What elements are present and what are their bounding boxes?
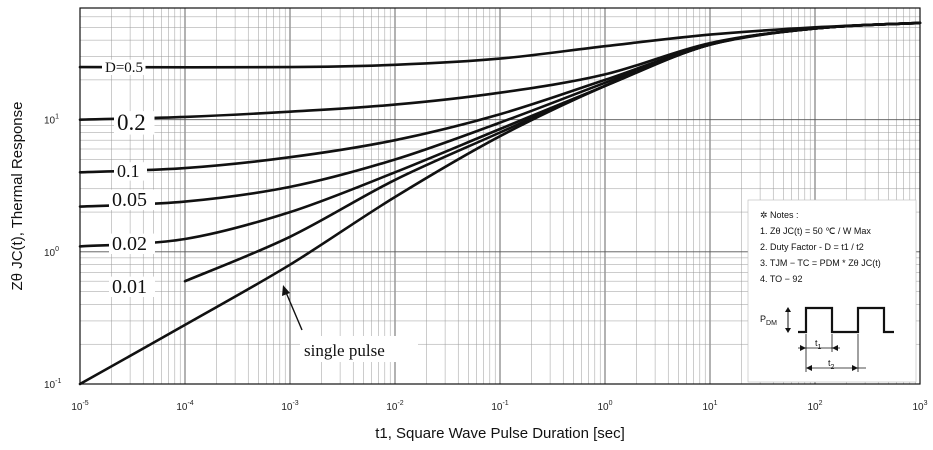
annotation-label-bg — [300, 336, 418, 362]
annotation-label: single pulse — [304, 341, 385, 360]
y-tick-label: 10-1 — [44, 378, 61, 391]
y-tick-labels: 10-1 100 101 — [44, 114, 61, 391]
series-label-bg — [109, 276, 155, 297]
series-line-6 — [78, 21, 922, 386]
x-tick-label: 10-2 — [386, 400, 403, 413]
annotation-arrowhead — [282, 285, 290, 296]
annotation-arrow-line — [284, 289, 303, 331]
pdm-label: PDM — [760, 314, 777, 327]
notes-item: 2. Duty Factor - D = t1 / t2 — [760, 242, 864, 252]
series-label-bg — [109, 189, 155, 210]
t2-label: t2 — [828, 358, 835, 371]
series-label-bg — [102, 59, 146, 75]
notes-item: 3. TJM − TC = PDM * Zθ JC(t) — [760, 258, 881, 268]
x-tick-label: 10-1 — [491, 400, 508, 413]
series-curves — [78, 21, 922, 386]
x-tick-label: 10-5 — [71, 400, 88, 413]
notes-item: 1. Zθ JC(t) = 50 ℃ / W Max — [760, 226, 871, 236]
plot-frame — [79, 7, 921, 385]
t2-arrow-right-icon — [852, 365, 858, 371]
series-label: 0.02 — [112, 233, 147, 255]
notes-bullet-icon: ✲ — [760, 210, 770, 220]
series-label: 0.05 — [112, 189, 147, 211]
single-pulse-annotation: single pulse — [282, 285, 418, 362]
y-tick-label: 101 — [44, 114, 59, 127]
y-axis-title-text: Zθ JC(t), Thermal Response — [9, 102, 26, 291]
series-label-bg — [114, 162, 147, 181]
series-label-bg — [114, 111, 155, 135]
series-label: D=0.5 — [105, 60, 143, 76]
series-labels: D=0.5 0.2 0.1 0.05 0.02 0.01 — [102, 59, 155, 298]
x-tick-label: 10-4 — [176, 400, 193, 413]
x-tick-label: 103 — [912, 400, 927, 413]
pdm-arrow-up-icon — [785, 307, 791, 312]
x-tick-labels: 10-5 10-4 10-3 10-2 10-1 100 101 102 103 — [71, 400, 927, 413]
notes-box: ✲ Notes : 1. Zθ JC(t) = 50 ℃ / W Max 2. D… — [747, 199, 917, 383]
y-tick-label: 100 — [44, 246, 59, 259]
x-axis-title-t: t1, Square Wave Pulse Duration [sec] — [375, 425, 625, 442]
series-label: 0.01 — [112, 276, 147, 298]
x-tick-label: 10-3 — [281, 400, 298, 413]
t2-arrow-left-icon — [806, 365, 812, 371]
t1-arrow-left-icon — [832, 345, 838, 351]
x-axis-title: t1, Square Wave Pulse Duration [sec] — [375, 425, 625, 442]
t1-label: t1 — [815, 338, 822, 351]
y-axis-title: Zθ JC(t), Thermal Response — [9, 102, 26, 291]
notes-header: ✲ Notes : — [760, 210, 799, 220]
x-tick-label: 102 — [807, 400, 822, 413]
notes-item: 4. TO − 92 — [760, 274, 802, 284]
x-tick-label: 100 — [597, 400, 612, 413]
series-label: 0.1 — [117, 161, 140, 181]
notes-items: 1. Zθ JC(t) = 50 ℃ / W Max 2. Duty Factor… — [760, 226, 881, 284]
t1-arrow-right-icon — [800, 345, 806, 351]
pdm-arrow-down-icon — [785, 328, 791, 333]
grid-lines — [79, 7, 920, 385]
pulse-diagram: PDM t1 t2 — [760, 306, 894, 372]
series-line-0 — [78, 21, 922, 69]
x-tick-label: 101 — [702, 400, 717, 413]
pulse-waveform — [798, 306, 894, 334]
series-label-bg — [109, 233, 155, 254]
series-label: 0.2 — [117, 110, 146, 135]
